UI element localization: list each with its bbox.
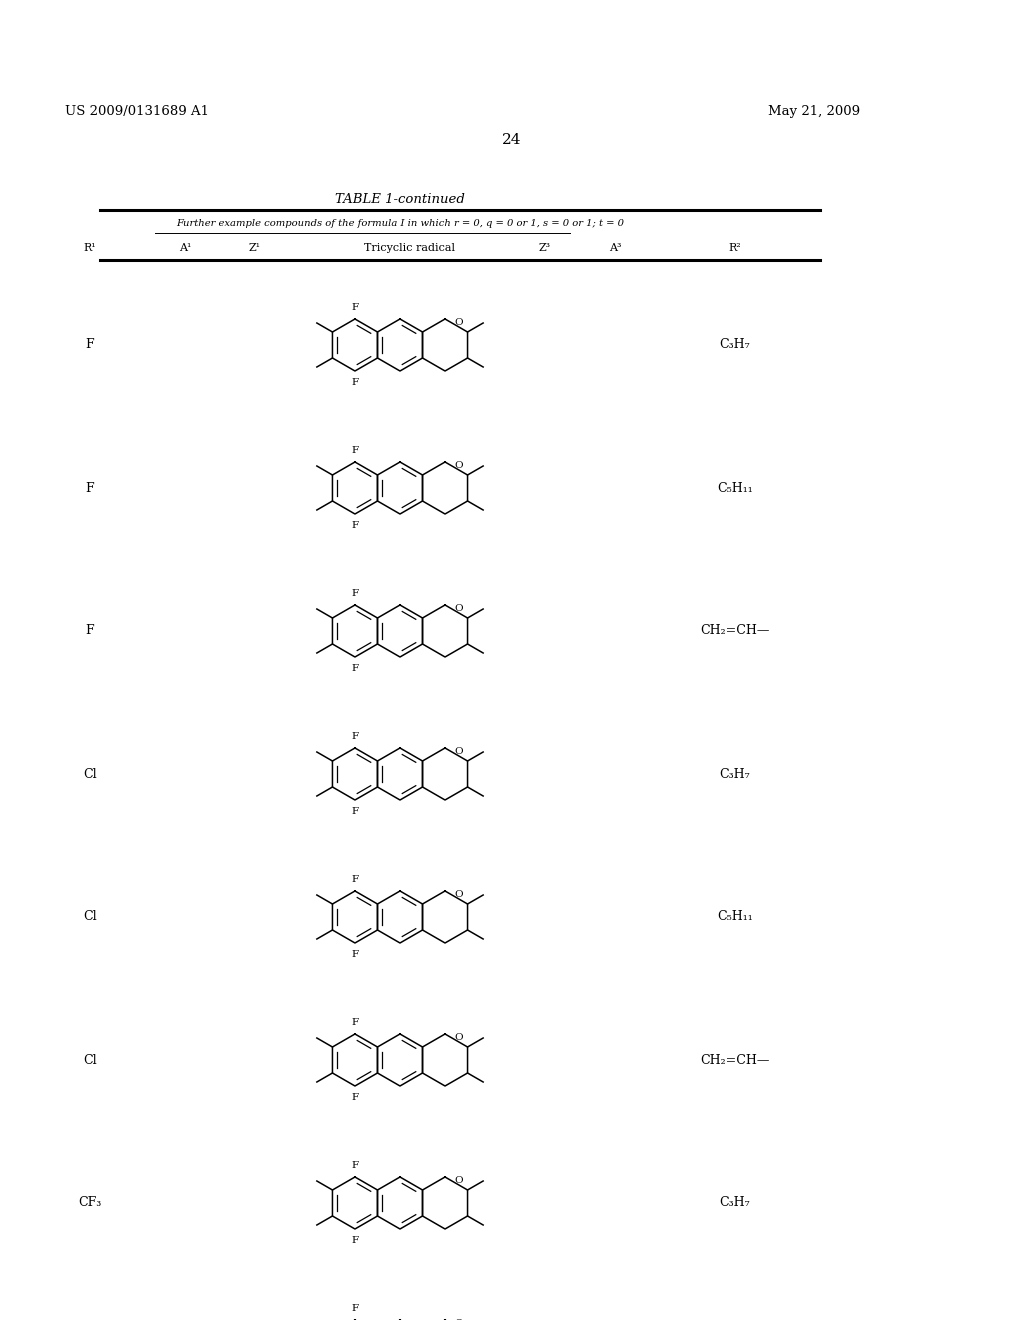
Text: C₅H₁₁: C₅H₁₁ (717, 482, 753, 495)
Text: F: F (86, 624, 94, 638)
Text: US 2009/0131689 A1: US 2009/0131689 A1 (65, 106, 209, 117)
Text: O: O (454, 1176, 463, 1185)
Text: O: O (454, 747, 463, 756)
Text: F: F (351, 733, 358, 741)
Text: F: F (86, 338, 94, 351)
Text: Cl: Cl (83, 1053, 97, 1067)
Text: CF₃: CF₃ (79, 1196, 101, 1209)
Text: Cl: Cl (83, 767, 97, 780)
Text: TABLE 1-continued: TABLE 1-continued (335, 193, 465, 206)
Text: C₃H₇: C₃H₇ (720, 767, 751, 780)
Text: CH₂=CH—: CH₂=CH— (700, 1053, 770, 1067)
Text: Cl: Cl (83, 911, 97, 924)
Text: F: F (351, 1018, 358, 1027)
Text: R²: R² (729, 243, 741, 253)
Text: F: F (351, 664, 358, 673)
Text: C₃H₇: C₃H₇ (720, 1196, 751, 1209)
Text: Tricyclic radical: Tricyclic radical (365, 243, 456, 253)
Text: F: F (351, 1236, 358, 1245)
Text: F: F (351, 446, 358, 455)
Text: F: F (351, 304, 358, 312)
Text: F: F (351, 1304, 358, 1313)
Text: O: O (454, 605, 463, 612)
Text: F: F (351, 521, 358, 531)
Text: F: F (351, 589, 358, 598)
Text: F: F (351, 1093, 358, 1102)
Text: R¹: R¹ (84, 243, 96, 253)
Text: F: F (86, 482, 94, 495)
Text: O: O (454, 890, 463, 899)
Text: 24: 24 (502, 133, 522, 147)
Text: O: O (454, 1034, 463, 1041)
Text: C₃H₇: C₃H₇ (720, 338, 751, 351)
Text: May 21, 2009: May 21, 2009 (768, 106, 860, 117)
Text: Z¹: Z¹ (249, 243, 261, 253)
Text: F: F (351, 807, 358, 816)
Text: O: O (454, 461, 463, 470)
Text: F: F (351, 1162, 358, 1170)
Text: F: F (351, 378, 358, 387)
Text: CH₂=CH—: CH₂=CH— (700, 624, 770, 638)
Text: Z³: Z³ (539, 243, 551, 253)
Text: O: O (454, 318, 463, 327)
Text: A³: A³ (608, 243, 622, 253)
Text: C₅H₁₁: C₅H₁₁ (717, 911, 753, 924)
Text: F: F (351, 950, 358, 960)
Text: F: F (351, 875, 358, 884)
Text: Further example compounds of the formula I in which r = 0, q = 0 or 1, s = 0 or : Further example compounds of the formula… (176, 219, 624, 228)
Text: A¹: A¹ (179, 243, 191, 253)
